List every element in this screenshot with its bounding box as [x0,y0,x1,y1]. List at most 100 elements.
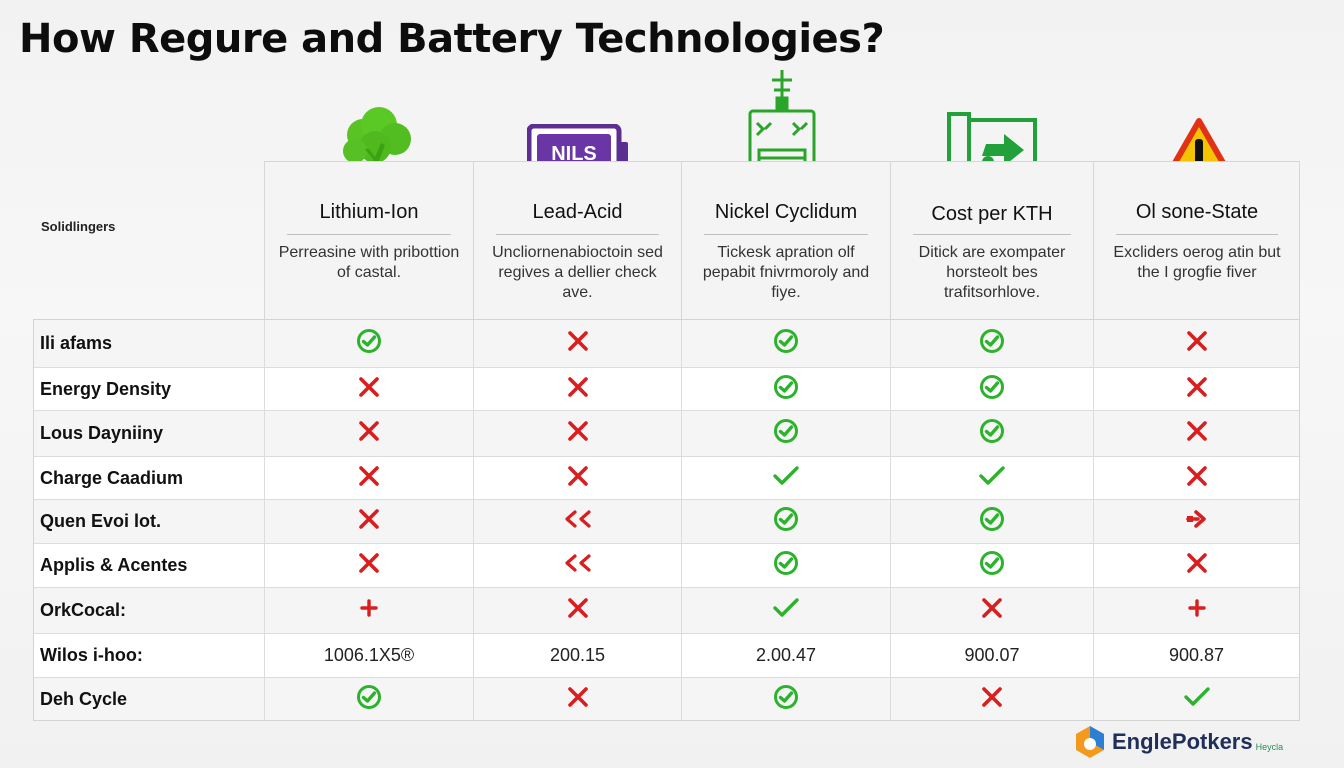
column-name: Lithium-Ion [319,201,419,223]
cell-value: 900.07 [964,645,1020,665]
double-chevron-left-icon [563,553,593,578]
table-cell [890,678,1093,720]
page-title: How Regure and Battery Technologies? [19,16,885,62]
column-description: Uncliornenabioctoin sed regives a dellie… [492,244,663,301]
row-label: Ili afams [40,333,113,353]
table-cell: 200.15 [473,634,681,677]
column-description: Ditick are exompater horsteolt bes trafi… [918,244,1066,301]
table-cell [890,457,1093,499]
check-circle-icon [979,550,1005,581]
table-cell [1093,368,1299,410]
check-circle-icon [773,550,799,581]
check-circle-icon [773,506,799,537]
cross-icon [566,375,590,404]
column-description: Tickesk apration olf pepabit fnivrmoroly… [702,244,870,301]
table-cell [473,368,681,410]
plus-icon [359,598,379,623]
table-cell [473,678,681,720]
cross-icon [357,464,381,493]
check-icon [1183,685,1211,714]
cross-icon [980,596,1004,625]
table-cell [264,411,473,456]
check-icon [772,464,800,493]
brand-logo: EnglePotkers Heycla [1074,724,1283,760]
row-label: Quen Evoi lot. [40,511,162,531]
table-cell: 2.00.47 [681,634,890,677]
row-label: Deh Cycle [40,688,128,709]
table-cell [890,544,1093,587]
column-header-5: Ol sone-State Excliders oerog atin but t… [1093,161,1300,319]
cross-icon [357,419,381,448]
column-header-4: Cost per KTH Ditick are exompater horste… [890,161,1093,319]
table-cell [473,500,681,543]
cross-icon [1185,419,1209,448]
cell-value: 2.00.47 [755,645,817,665]
plus-icon [1187,598,1207,623]
column-description: Perreasine with pribottion of castal. [278,244,460,281]
check-icon [772,596,800,625]
check-circle-icon [773,328,799,359]
table-cell [681,411,890,456]
column-name: Cost per KTH [931,203,1053,225]
cell-value: 200.15 [549,645,606,665]
table-row: Ili afams [34,320,1299,367]
cell-value: 1006.1X5® [323,645,415,665]
table-cell [681,320,890,367]
header-panel [264,161,1300,319]
column-header-3: Nickel Cyclidum Tickesk apration olf pep… [681,161,890,319]
double-chevron-left-icon [563,509,593,534]
check-circle-icon [773,684,799,715]
column-name: Lead-Acid [532,201,623,223]
table-cell: 900.07 [890,634,1093,677]
table-row: Applis & Acentes [34,543,1299,587]
battery-label: NILS [551,143,597,165]
check-circle-icon [773,418,799,449]
table-cell [890,588,1093,633]
table-row: Lous Dayniiny [34,410,1299,456]
cross-icon [1185,329,1209,358]
table-cell [1093,500,1299,543]
cell-value: 900.87 [1168,645,1225,665]
arrow-right-icon [1184,509,1210,534]
corner-label: Solidlingers [41,219,116,234]
cross-icon [980,685,1004,714]
table-cell [681,457,890,499]
cross-icon [1185,375,1209,404]
table-cell [681,500,890,543]
table-row: Quen Evoi lot. [34,499,1299,543]
row-label: Lous Dayniiny [40,423,164,443]
table-cell [890,500,1093,543]
check-circle-icon [979,506,1005,537]
check-circle-icon [979,328,1005,359]
table-cell [1093,678,1299,720]
comparison-table: Ili afams Energy Density Lous Dayniiny Char… [33,319,1300,721]
table-cell [890,411,1093,456]
table-cell [473,411,681,456]
check-circle-icon [356,684,382,715]
table-row: Deh Cycle [34,677,1299,720]
check-circle-icon [979,418,1005,449]
row-label: Energy Density [40,378,172,399]
check-circle-icon [773,374,799,405]
row-label: OrkCocal: [40,600,127,620]
table-cell [473,320,681,367]
cross-icon [357,507,381,536]
check-circle-icon [979,374,1005,405]
table-cell [1093,320,1299,367]
column-description: Excliders oerog atin but the I grogfie f… [1113,244,1281,281]
column-header-2: Lead-Acid Uncliornenabioctoin sed regive… [473,161,681,319]
table-cell: 1006.1X5® [264,634,473,677]
table-cell [890,368,1093,410]
cross-icon [566,596,590,625]
cross-icon [1185,551,1209,580]
table-cell [264,368,473,410]
row-label: Charge Caadium [40,467,184,488]
brand-subtitle: Heycla [1255,742,1284,752]
cross-icon [566,685,590,714]
brand-name: EnglePotkers [1112,729,1253,754]
table-cell [264,588,473,633]
table-cell [1093,457,1299,499]
table-cell [264,678,473,720]
table-cell [1093,544,1299,587]
cross-icon [1185,464,1209,493]
